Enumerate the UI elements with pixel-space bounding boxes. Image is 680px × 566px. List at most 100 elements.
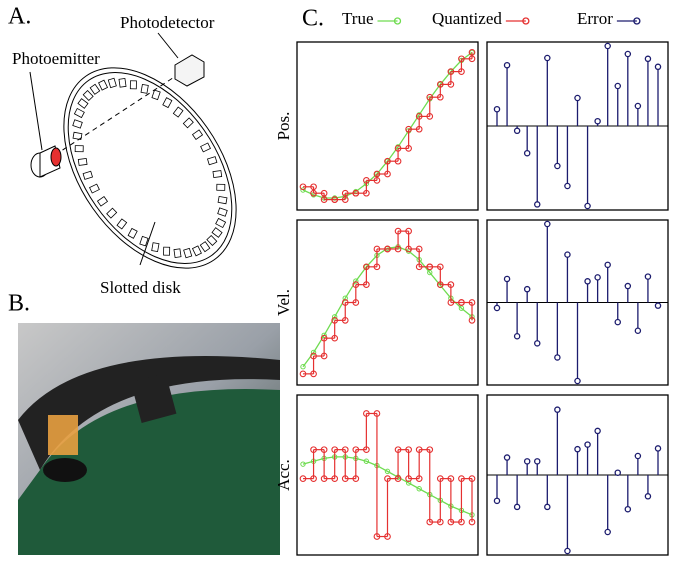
stem-marker [655, 64, 660, 69]
slot [217, 184, 225, 190]
slot [128, 228, 137, 238]
slot [183, 118, 193, 128]
stem-marker [645, 494, 650, 499]
stem-marker [494, 305, 499, 310]
stem-marker [525, 151, 530, 156]
stem-marker [585, 279, 590, 284]
stem-marker [575, 447, 580, 452]
stem-marker [535, 202, 540, 207]
stem-marker [595, 275, 600, 280]
leader [30, 72, 42, 150]
panel-label: B. [8, 291, 30, 317]
stem-marker [504, 455, 509, 460]
panel-label: A. [8, 4, 31, 30]
charts: Pos. Vel. Acc. [274, 42, 668, 555]
disk-label: Slotted disk [100, 278, 181, 297]
slot [141, 84, 148, 93]
legend-label: True [342, 9, 374, 28]
stem-marker [605, 262, 610, 267]
stem-marker [645, 274, 650, 279]
panel-b: B. [8, 291, 280, 556]
stem-marker [565, 252, 570, 257]
photoemitter [31, 146, 61, 177]
stem-marker [575, 378, 580, 383]
stem-marker [525, 287, 530, 292]
slot [119, 78, 126, 87]
disk-outer [28, 36, 271, 300]
stem-marker [625, 507, 630, 512]
stem-marker [545, 221, 550, 226]
slot [174, 249, 181, 258]
stem-marker [545, 504, 550, 509]
slot [213, 171, 222, 178]
stem-marker [645, 56, 650, 61]
slot [99, 80, 108, 90]
leader [158, 33, 178, 58]
stem-marker [615, 470, 620, 475]
slot [216, 218, 226, 227]
photoemitter-label: Photoemitter [12, 49, 100, 68]
stem-marker [625, 283, 630, 288]
slot [193, 246, 202, 256]
slot [207, 157, 216, 165]
plot-frame [297, 42, 478, 210]
slot [107, 208, 117, 218]
slot [173, 107, 183, 117]
slot [212, 228, 222, 238]
slot [163, 98, 172, 108]
row-label: Pos. [274, 112, 293, 141]
slot [164, 247, 170, 255]
stem-marker [605, 529, 610, 534]
stem-marker [595, 119, 600, 124]
panel-c: C. TrueQuantizedError Pos.Vel.Acc. [274, 6, 668, 556]
figure: A. Photodetector Photoemitter Slotted di… [0, 0, 680, 561]
stem-marker [555, 163, 560, 168]
stem-marker [504, 63, 509, 68]
slot [75, 146, 83, 152]
slot [74, 109, 84, 118]
stem-marker [494, 107, 499, 112]
slots [42, 51, 258, 286]
slot [73, 120, 83, 128]
photodetector-label: Photodetector [120, 13, 215, 32]
stem-marker [535, 459, 540, 464]
stem-marker [585, 203, 590, 208]
stem-marker [515, 504, 520, 509]
row-label: Vel. [274, 289, 293, 316]
stem-marker [555, 355, 560, 360]
slot [130, 81, 136, 89]
stem-marker [635, 453, 640, 458]
slot [200, 242, 210, 252]
stem-marker [494, 498, 499, 503]
slot [184, 248, 192, 257]
stem-marker [504, 276, 509, 281]
slot [78, 99, 88, 109]
stem-marker [615, 320, 620, 325]
slot [218, 208, 228, 216]
slot [97, 197, 107, 207]
slot [152, 90, 160, 100]
stem-marker [535, 341, 540, 346]
emitter-base [43, 458, 87, 482]
stem-marker [565, 183, 570, 188]
slot [117, 219, 127, 229]
slot [90, 84, 100, 94]
stem-marker [635, 103, 640, 108]
stem-marker [515, 128, 520, 133]
slot [201, 143, 211, 152]
row-label: Acc. [274, 459, 293, 491]
panel-label: C. [302, 6, 324, 32]
stem-marker [585, 442, 590, 447]
slot [152, 243, 159, 252]
legend: TrueQuantizedError [342, 9, 640, 28]
stem-marker [655, 446, 660, 451]
legend-label: Quantized [432, 9, 502, 28]
stem-marker [525, 459, 530, 464]
slot [218, 196, 227, 203]
slot [108, 78, 116, 87]
stem-marker [555, 407, 560, 412]
panel-a: A. Photodetector Photoemitter Slotted di… [8, 4, 272, 300]
slot [193, 130, 203, 140]
slot [83, 171, 92, 179]
photodetector [175, 55, 204, 86]
